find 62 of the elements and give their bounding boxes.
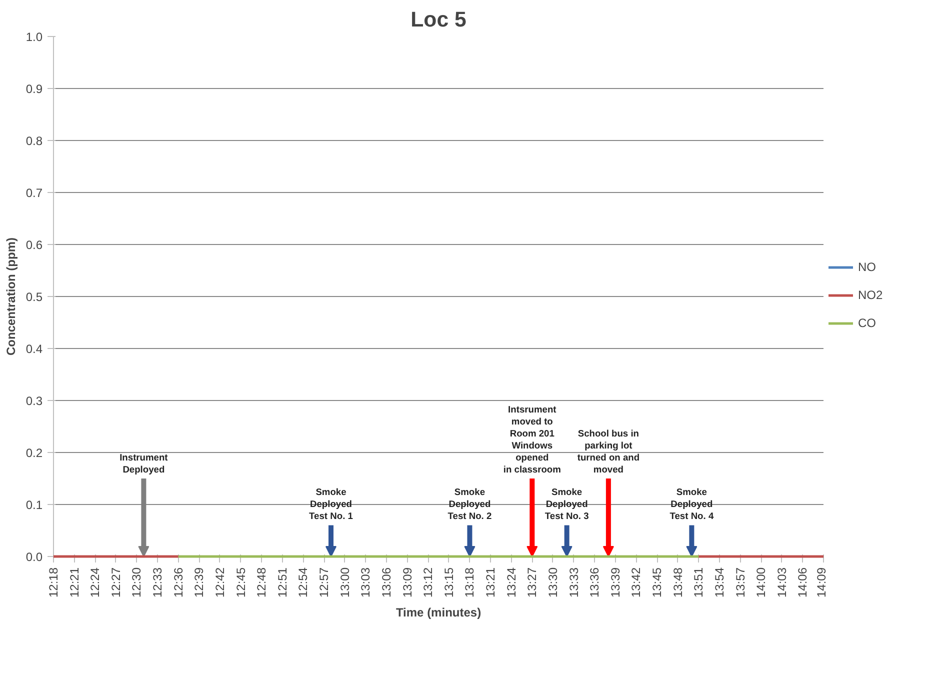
- x-tick-label: 12:48: [254, 567, 269, 598]
- y-tick-label: 0.2: [26, 446, 43, 460]
- annotation: Intsrument moved to Room 201 Windows opened in classroom: [503, 404, 561, 474]
- x-tick-label: 12:24: [88, 567, 102, 598]
- x-tick-label: 12:54: [296, 567, 310, 598]
- x-tick-label: 14:09: [814, 567, 828, 598]
- legend-label: CO: [858, 316, 877, 330]
- x-tick-label: 12:18: [46, 567, 60, 598]
- x-tick-label: 12:42: [212, 567, 227, 598]
- legend-label: NO: [858, 260, 877, 274]
- x-axis-title: Time (minutes): [396, 606, 482, 620]
- x-tick-label: 13:51: [692, 567, 706, 598]
- x-tick-label: 13:57: [733, 567, 748, 598]
- x-tick-label: 13:00: [338, 567, 352, 598]
- x-tick-label: 13:48: [670, 567, 685, 598]
- x-tick-label: 13:30: [546, 567, 560, 598]
- x-tick-label: 14:06: [796, 567, 810, 598]
- x-tick-label: 13:54: [712, 567, 726, 598]
- y-tick-label: 0.7: [26, 186, 43, 200]
- annotation: Instrument Deployed: [120, 452, 168, 474]
- x-tick-label: 12:27: [108, 567, 123, 598]
- x-tick-label: 13:27: [525, 567, 540, 598]
- x-tick-label: 13:45: [650, 567, 664, 598]
- x-tick-label: 13:21: [484, 567, 498, 598]
- x-tick-label: 13:09: [400, 567, 414, 598]
- y-tick-label: 0.5: [26, 290, 43, 304]
- x-tick-label: 13:03: [358, 567, 373, 598]
- y-tick-label: 1.0: [26, 30, 43, 44]
- x-tick-label: 14:03: [774, 567, 789, 598]
- x-tick-label: 13:39: [608, 567, 622, 598]
- x-tick-label: 12:21: [67, 567, 82, 598]
- annotation: School bus in parking lot turned on and moved: [577, 428, 640, 474]
- x-tick-label: 12:33: [150, 567, 165, 598]
- x-tick-label: 12:45: [234, 567, 248, 598]
- annotation: Smoke Deployed Test No. 4: [670, 487, 714, 522]
- x-tick-label: 13:06: [379, 567, 394, 598]
- chart-title: Loc 5: [410, 8, 466, 32]
- x-tick-label: 13:12: [421, 567, 436, 598]
- y-tick-label: 0.1: [26, 498, 43, 512]
- y-tick-label: 0.9: [26, 82, 43, 96]
- x-tick-label: 12:57: [317, 567, 332, 598]
- x-tick-label: 13:33: [566, 567, 581, 598]
- x-tick-label: 14:00: [754, 567, 768, 598]
- x-tick-label: 12:39: [192, 567, 206, 598]
- legend-label: NO2: [858, 288, 883, 302]
- y-tick-label: 0.0: [26, 550, 43, 564]
- x-tick-label: 13:36: [588, 567, 602, 598]
- y-tick-label: 0.4: [26, 342, 43, 356]
- x-tick-label: 13:15: [442, 567, 456, 598]
- y-tick-label: 0.8: [26, 134, 43, 148]
- y-axis-title: Concentration (ppm): [4, 237, 18, 356]
- y-tick-label: 0.6: [26, 238, 43, 252]
- x-tick-label: 13:18: [462, 567, 477, 598]
- x-tick-label: 12:30: [130, 567, 144, 598]
- annotation: Smoke Deployed Test No. 3: [544, 487, 589, 522]
- x-tick-label: 13:42: [629, 567, 644, 598]
- y-tick-label: 0.3: [26, 394, 43, 408]
- x-tick-label: 13:24: [504, 567, 518, 598]
- x-tick-label: 12:36: [171, 567, 186, 598]
- x-tick-label: 12:51: [275, 567, 290, 598]
- annotation: Smoke Deployed Test No. 2: [448, 487, 492, 522]
- annotation: Smoke Deployed Test No. 1: [309, 487, 353, 522]
